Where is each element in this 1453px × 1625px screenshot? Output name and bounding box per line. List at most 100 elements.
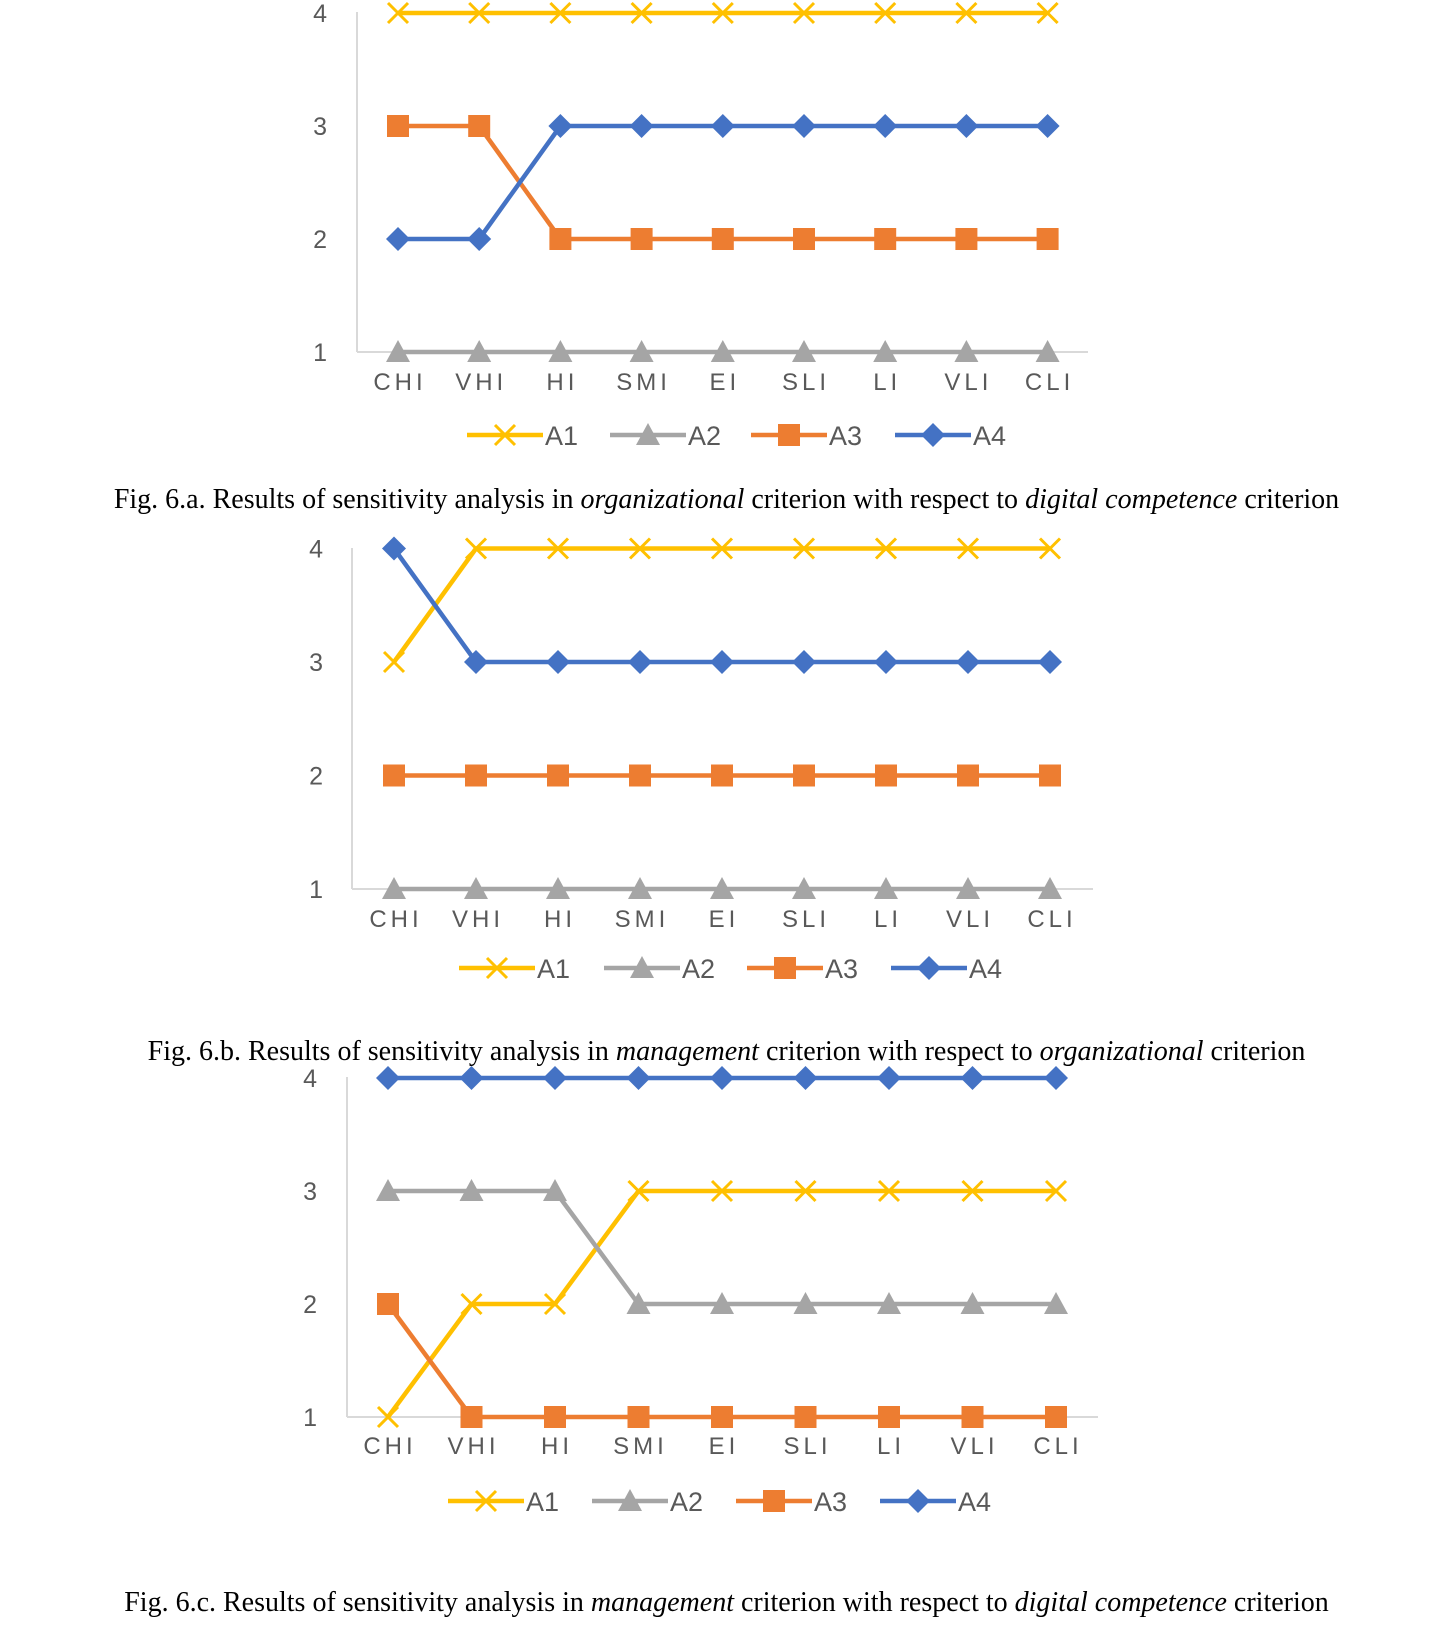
legend-label: A3 (825, 954, 858, 984)
series-line (398, 123, 1048, 242)
y-tick-label: 4 (313, 0, 327, 28)
chart-6b: 1 2 3 4 CHI VHI HI SMI EI SLI LI VLI CLI A1 A2 A3 A4 (309, 536, 1093, 984)
legend-label: A4 (973, 421, 1006, 451)
data-point (710, 537, 734, 560)
data-point (874, 1, 897, 25)
data-point (961, 1406, 984, 1428)
data-point (793, 1292, 818, 1314)
series-line (388, 1188, 1056, 1307)
data-point (629, 114, 654, 138)
legend-marker (774, 957, 796, 979)
data-point (460, 1406, 483, 1428)
data-point (794, 1406, 817, 1428)
legend-item-a3: A3 (747, 954, 858, 984)
legend-marker (917, 956, 941, 980)
data-point (956, 877, 980, 899)
data-point (710, 340, 735, 362)
series-a1 (382, 537, 1062, 674)
data-point (874, 650, 898, 674)
legend-item-a1: A1 (448, 1487, 559, 1517)
data-point (630, 228, 653, 250)
y-tick-label: 3 (313, 113, 327, 141)
data-point (792, 114, 816, 138)
data-point (468, 115, 491, 137)
data-point (459, 1179, 484, 1201)
data-point (710, 114, 735, 138)
data-point (792, 537, 816, 560)
legend-label: A1 (526, 1487, 559, 1517)
data-point (548, 340, 573, 362)
series-a2 (382, 877, 1062, 899)
legend-marker (493, 423, 517, 447)
legend-marker (630, 956, 654, 978)
legend-label: A4 (969, 954, 1002, 984)
series-a1 (376, 1179, 1068, 1429)
legend-label: A2 (688, 421, 721, 451)
y-tick-label: 1 (303, 1404, 317, 1432)
series-line (392, 546, 1050, 664)
data-point (711, 228, 734, 250)
data-point (464, 537, 488, 560)
data-point (793, 764, 815, 787)
data-point (1038, 877, 1062, 899)
x-tick-label: HI (541, 1433, 573, 1460)
caption-6a: Fig. 6.a. Results of sensitivity analysi… (113, 484, 1340, 515)
data-point (954, 340, 979, 362)
x-tick-label: EI (709, 906, 740, 933)
data-point (1036, 1, 1059, 25)
legend-item-a2: A2 (592, 1487, 703, 1517)
legend-label: A2 (682, 954, 715, 984)
data-point (1039, 764, 1061, 787)
x-tick-label: LI (877, 1433, 905, 1460)
data-point (376, 1066, 400, 1090)
data-point (960, 1292, 985, 1314)
legend-label: A4 (958, 1487, 991, 1517)
data-point (1044, 1292, 1068, 1314)
data-point (793, 228, 815, 250)
data-point (1044, 1179, 1068, 1203)
data-point (960, 1066, 985, 1090)
data-point (387, 115, 409, 137)
legend-marker (778, 424, 800, 446)
data-point (954, 114, 979, 138)
y-tick-label: 2 (309, 763, 323, 791)
legend-marker (485, 956, 509, 980)
data-point (710, 1292, 734, 1314)
data-point (792, 650, 816, 674)
legend-item-a2: A2 (610, 421, 721, 451)
legend-marker (618, 1489, 642, 1511)
x-tick-label: HI (546, 369, 578, 396)
legend-label: A1 (537, 954, 570, 984)
x-tick-label: CLI (1033, 1433, 1082, 1460)
series-a3 (383, 764, 1061, 787)
data-point (878, 1406, 900, 1428)
x-tick-label: CLI (1027, 906, 1076, 933)
y-tick-label: 2 (313, 226, 327, 254)
y-tick-label: 1 (309, 876, 323, 904)
legend-marker (906, 1489, 930, 1513)
data-point (956, 537, 980, 560)
data-point (630, 1, 653, 25)
x-tick-label: CHI (363, 1433, 416, 1460)
data-point (711, 764, 733, 787)
x-tick-label: SMI (613, 1433, 668, 1460)
data-point (628, 650, 652, 674)
x-tick-label: CHI (373, 369, 426, 396)
legend-item-a4: A4 (880, 1487, 991, 1517)
legend-item-a3: A3 (736, 1487, 847, 1517)
caption-6c: Fig. 6.c. Results of sensitivity analysi… (124, 1587, 1329, 1618)
data-point (1036, 228, 1059, 250)
data-point (792, 340, 816, 362)
data-point (547, 764, 569, 787)
legend-item-a4: A4 (891, 954, 1002, 984)
x-tick-label: SLI (783, 1433, 831, 1460)
data-point (629, 764, 651, 787)
series-a3 (377, 1293, 1067, 1428)
data-point (1035, 340, 1060, 362)
legend-marker (921, 423, 945, 447)
data-point (543, 1179, 567, 1201)
data-point (1045, 1406, 1067, 1428)
data-point (628, 877, 652, 899)
data-point (548, 114, 573, 138)
caption-6b: Fig. 6.b. Results of sensitivity analysi… (147, 1036, 1306, 1067)
